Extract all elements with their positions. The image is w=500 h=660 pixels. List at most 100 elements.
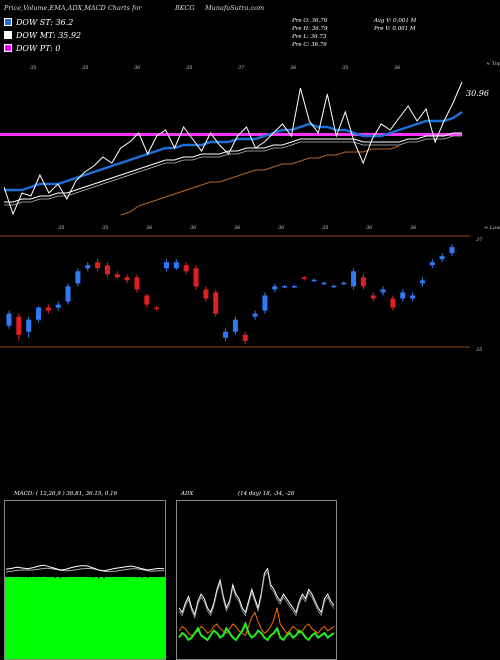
plus-di-line (178, 620, 335, 642)
legend-swatch-dow-st (4, 18, 12, 26)
legend-dow-st: DOW ST: 36.2 (4, 17, 73, 27)
macd-area-fill (5, 577, 165, 659)
candle-body (26, 319, 32, 332)
macd-signal-line (5, 567, 164, 573)
candle-body (232, 319, 238, 332)
candle-body (291, 286, 297, 288)
legend-swatch-dow-pt (4, 44, 12, 52)
chart-symbol: BKCG (175, 4, 195, 12)
candle-body (419, 280, 425, 284)
candle-body (173, 262, 179, 269)
bottom-number-label: 36 (190, 225, 197, 231)
top-number-label: 35 (186, 65, 192, 71)
candle-body (410, 295, 416, 299)
site-name: MunafaSutra.com (205, 4, 265, 12)
prev-high: Pre H: 36.79 (292, 26, 328, 32)
candle-body (85, 265, 91, 269)
candle-body (311, 279, 317, 282)
prev-low: Pre L: 36.73 (292, 34, 327, 40)
legend-label-dow-st: DOW ST: 36.2 (16, 17, 74, 27)
adx-line (178, 567, 335, 617)
lows-annotation: ≈ Lows (484, 225, 500, 231)
candle-body (183, 265, 189, 272)
candle-body (203, 289, 209, 299)
candle-body (370, 295, 376, 299)
candle-body (449, 247, 455, 254)
bottom-number-label: 36 (146, 225, 153, 231)
price-ema-chart: 35 35 36 35 37 36 35 36 35 35 36 36 36 36 35 36 36 ≈ Tops… (0, 61, 500, 231)
candle-body (282, 286, 288, 288)
adx-line-shadow (178, 570, 335, 620)
candle-body (124, 277, 130, 281)
candle-body (193, 268, 199, 287)
candle-body (45, 307, 51, 311)
price-line (3, 81, 463, 216)
candle-body (223, 331, 229, 338)
candle-body (400, 292, 406, 299)
candle-body (144, 295, 150, 305)
candle-body (95, 262, 101, 269)
macd-title: MACD: ( 12,26,9 ) 36.81, 36.15, 0.16 (14, 491, 118, 497)
ema-slow-line-2 (4, 135, 462, 206)
candle-body (213, 292, 219, 314)
candle-body (429, 262, 435, 266)
avg-volume: Avg V: 0.001 M (374, 18, 417, 24)
bottom-number-label: 35 (322, 225, 328, 231)
candle-body (301, 277, 307, 279)
bottom-number-label: 35 (102, 225, 108, 231)
candle-body (331, 285, 337, 288)
bottom-number-label: 36 (410, 225, 417, 231)
top-number-label: 35 (30, 65, 36, 71)
bottom-number-label: 36 (234, 225, 241, 231)
bottom-number-label: 35 (58, 225, 64, 231)
candle-body (351, 271, 357, 287)
candle-body (65, 286, 71, 302)
candle-body (341, 282, 347, 285)
candle-body (104, 265, 110, 275)
prev-close: Pre C: 36.76 (292, 42, 327, 48)
candle-body (75, 271, 81, 284)
top-number-label: 35 (342, 65, 348, 71)
candle-body (252, 313, 258, 317)
candle-body (360, 277, 366, 287)
legend-label-dow-mt: DOW MT: 35.92 (16, 30, 82, 40)
legend-dow-mt: DOW MT: 35.92 (4, 30, 81, 40)
macd-line (5, 564, 165, 572)
candle-right-label-top: 37 (476, 237, 483, 243)
ema-slow-line (4, 132, 462, 203)
adx-chart (176, 500, 337, 660)
minus-di-line (178, 607, 335, 637)
candle-body (154, 307, 160, 310)
legend-label-dow-pt: DOW PT: 0 (16, 43, 61, 53)
candle-right-label-bottom: 35 (476, 347, 482, 353)
legend-dow-pt: DOW PT: 0 (4, 43, 61, 53)
top-number-label: 37 (238, 65, 245, 71)
candle-body (439, 256, 445, 260)
chart-title: Price,Volume,EMA,ADX,MACD Charts for (4, 4, 142, 12)
tops-annotation: ≈ Tops (486, 61, 500, 67)
top-number-label: 35 (82, 65, 88, 71)
legend-swatch-dow-mt (4, 31, 12, 39)
candle-body (36, 307, 42, 320)
bottom-number-label: 36 (366, 225, 373, 231)
candle-body (262, 295, 268, 311)
candle-body (242, 334, 248, 341)
prev-open: Pre O: 36.76 (292, 18, 328, 24)
candle-body (380, 289, 386, 293)
top-number-label: 36 (290, 65, 297, 71)
candle-body (272, 286, 278, 290)
prev-volume: Pre V: 0.001 M (374, 26, 416, 32)
candle-body (321, 282, 327, 285)
candle-body (164, 262, 170, 269)
candle-body (6, 313, 12, 326)
macd-chart (4, 500, 166, 660)
candle-body (134, 277, 140, 290)
candle-body (55, 304, 61, 308)
candlestick-chart: 37 35 (0, 235, 483, 353)
adx-title: ADX (181, 491, 194, 497)
candle-body (114, 274, 120, 278)
top-number-label: 36 (134, 65, 141, 71)
adx-params: (14 day) 18, -34, -26 (238, 491, 295, 497)
bottom-number-label: 36 (278, 225, 285, 231)
candle-body (16, 316, 22, 335)
